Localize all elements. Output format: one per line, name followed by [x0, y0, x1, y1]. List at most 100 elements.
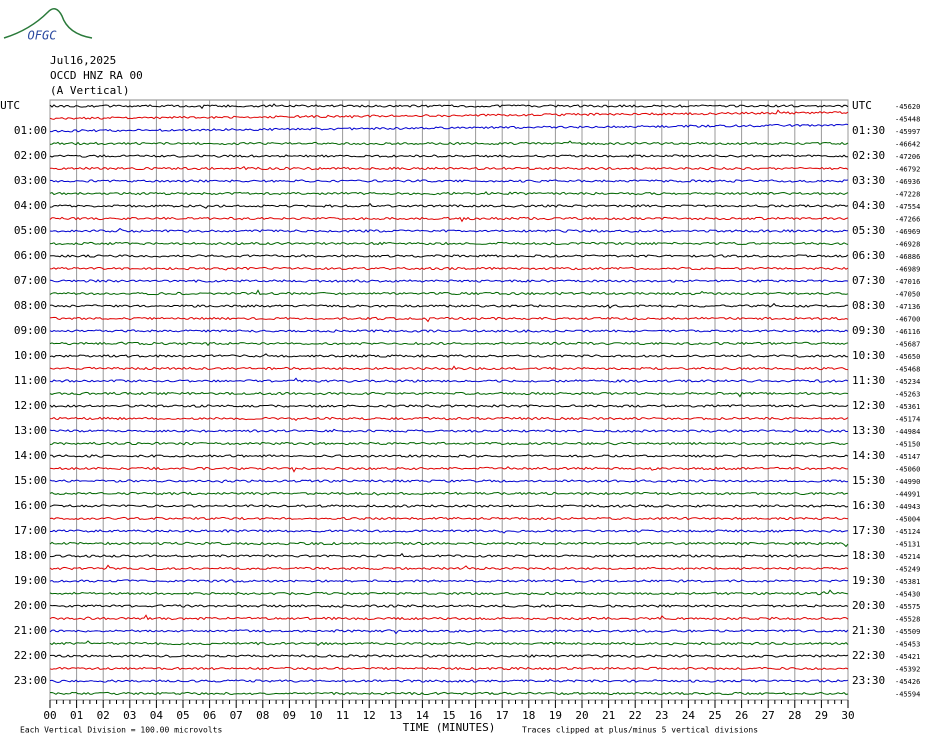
row-label-right: 09:30: [852, 324, 885, 337]
x-tick-label: 25: [708, 709, 721, 722]
row-label-left: 02:00: [14, 149, 47, 162]
row-label-right: 08:30: [852, 299, 885, 312]
row-label-left: 01:00: [14, 124, 47, 137]
x-tick-label: 10: [309, 709, 322, 722]
trace: [49, 391, 849, 398]
trace-offset: -45214: [895, 553, 920, 561]
logo-curve: [3, 8, 93, 39]
date: Jul16,2025: [50, 54, 116, 67]
x-tick-label: 24: [682, 709, 696, 722]
trace-offset: -45426: [895, 678, 920, 686]
row-label-left: 14:00: [14, 449, 47, 462]
row-label-left: 04:00: [14, 199, 47, 212]
trace-offset: -45620: [895, 103, 920, 111]
trace: [49, 604, 849, 608]
x-tick-label: 07: [230, 709, 243, 722]
trace: [49, 254, 849, 258]
x-tick-label: 14: [416, 709, 430, 722]
trace-offset: -45997: [895, 128, 920, 136]
row-label-left: 07:00: [14, 274, 47, 287]
row-label-left: 08:00: [14, 299, 47, 312]
trace-offset: -46642: [895, 141, 920, 149]
row-label-right: 16:30: [852, 499, 885, 512]
row-label-right: 05:30: [852, 224, 885, 237]
x-tick-label: 12: [363, 709, 376, 722]
trace: [49, 103, 849, 110]
component: (A Vertical): [50, 84, 129, 97]
row-label-left: 10:00: [14, 349, 47, 362]
row-label-left: 15:00: [14, 474, 47, 487]
trace-offset: -45124: [895, 528, 920, 536]
x-tick-label: 03: [123, 709, 136, 722]
trace: [49, 679, 849, 684]
trace: [49, 466, 848, 473]
x-tick-label: 27: [762, 709, 775, 722]
trace: [50, 166, 849, 171]
row-label-right: 17:30: [852, 524, 885, 537]
trace-offset: -45060: [895, 466, 920, 474]
trace: [49, 154, 848, 158]
trace-offset: -45263: [895, 391, 920, 399]
trace: [49, 109, 849, 120]
trace: [49, 279, 849, 283]
trace-offset: -46989: [895, 266, 920, 274]
trace: [49, 202, 849, 209]
trace: [49, 241, 849, 246]
trace: [49, 316, 849, 323]
row-label-right: 14:30: [852, 449, 885, 462]
trace-offset: -47266: [895, 216, 920, 224]
row-label-right: 01:30: [852, 124, 885, 137]
x-tick-label: 17: [496, 709, 509, 722]
trace: [49, 629, 849, 635]
x-tick-label: 22: [629, 709, 642, 722]
trace: [49, 227, 849, 233]
trace: [50, 123, 849, 133]
x-tick-label: 18: [522, 709, 535, 722]
trace: [49, 589, 849, 596]
x-tick-label: 11: [336, 709, 349, 722]
row-label-left: 18:00: [14, 549, 47, 562]
trace: [49, 491, 849, 496]
trace: [49, 377, 849, 383]
trace: [49, 428, 849, 433]
row-label-left: 05:00: [14, 224, 47, 237]
row-label-right: 21:30: [852, 624, 885, 637]
trace-offset: -47016: [895, 278, 920, 286]
x-tick-label: 09: [283, 709, 296, 722]
row-label-right: 15:30: [852, 474, 885, 487]
trace-offset: -46936: [895, 178, 920, 186]
row-label-left: 03:00: [14, 174, 47, 187]
row-label-right: 06:30: [852, 249, 885, 262]
row-label-right: 10:30: [852, 349, 885, 362]
station: OCCD HNZ RA 00: [50, 69, 143, 82]
trace-offset: -45448: [895, 116, 920, 124]
trace-offset: -45509: [895, 628, 920, 636]
x-tick-label: 00: [43, 709, 56, 722]
trace-offset: -44984: [895, 428, 920, 436]
trace: [49, 552, 849, 558]
row-label-left: 17:00: [14, 524, 47, 537]
trace: [49, 289, 849, 296]
x-tick-label: 21: [602, 709, 615, 722]
x-tick-label: 23: [655, 709, 668, 722]
trace-offset: -46116: [895, 328, 920, 336]
trace-offset: -47206: [895, 153, 920, 161]
trace: [49, 516, 849, 521]
row-label-left: UTC: [0, 99, 20, 112]
trace-offset: -45650: [895, 353, 920, 361]
trace: [49, 454, 849, 458]
x-tick-label: 02: [97, 709, 110, 722]
trace-offset: -45575: [895, 603, 920, 611]
trace-offset: -47228: [895, 191, 920, 199]
trace-offset: -46700: [895, 316, 920, 324]
row-label-right: UTC: [852, 99, 872, 112]
row-label-right: 18:30: [852, 549, 885, 562]
row-label-right: 20:30: [852, 599, 885, 612]
trace-offset: -47554: [895, 203, 920, 211]
trace-offset: -45361: [895, 403, 920, 411]
row-label-left: 11:00: [14, 374, 47, 387]
trace-offset: -45249: [895, 566, 920, 574]
trace-offset: -46886: [895, 253, 920, 261]
trace: [49, 654, 849, 658]
